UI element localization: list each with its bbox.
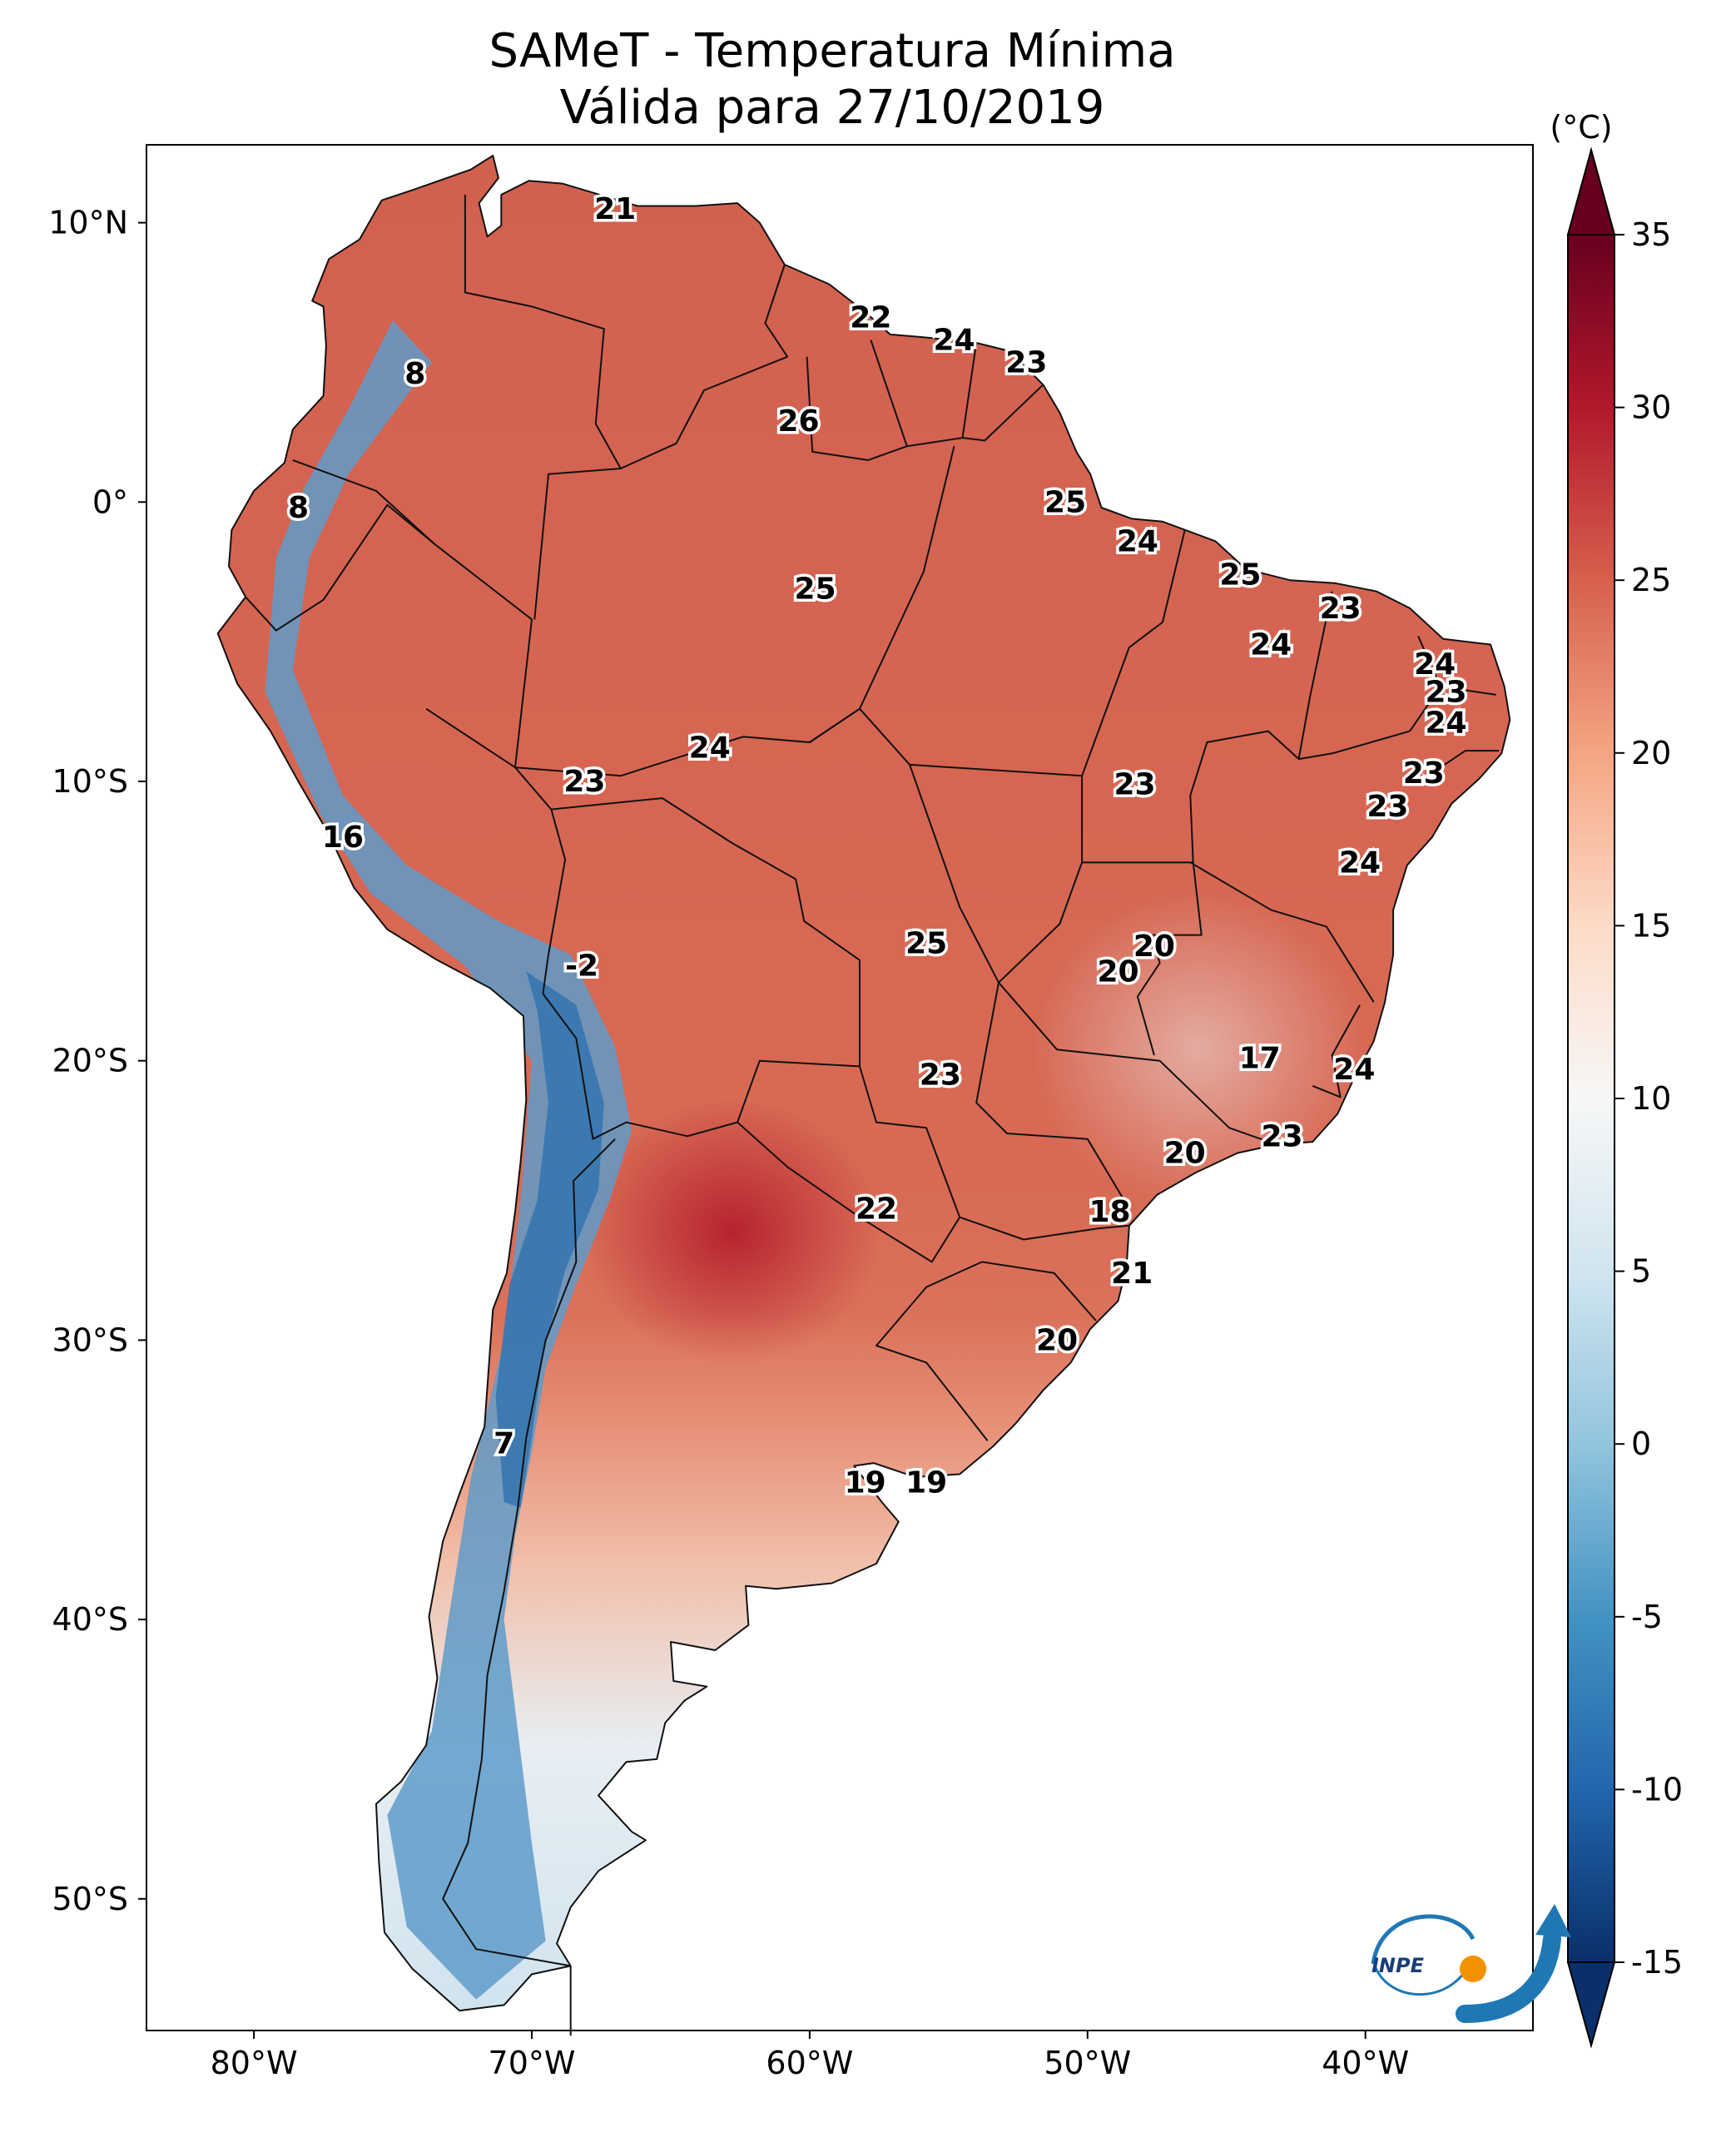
lat-label: 30°S — [52, 1321, 128, 1358]
lon-label: 50°W — [1044, 2045, 1131, 2081]
temperature-value-label: 26 — [777, 404, 819, 439]
temperature-value-label: 24 — [1250, 628, 1292, 662]
lat-label: 40°S — [52, 1601, 128, 1638]
colorbar: (°C) 35 30 25 20 15 10 5 0 -5 -10 -15 — [1550, 109, 1683, 2049]
lat-label: 50°S — [52, 1881, 128, 1917]
lat-label: 10°N — [48, 205, 128, 241]
border-line — [1189, 861, 1375, 1003]
lon-label: 70°W — [489, 2045, 576, 2081]
border-line — [870, 340, 908, 447]
inpe-logo-text: INPE — [1371, 1954, 1425, 1977]
title-line-2: Válida para 27/10/2019 — [560, 81, 1105, 135]
temperature-value-label: 23 — [563, 765, 605, 799]
colorbar-tick-label: 5 — [1631, 1253, 1651, 1290]
temperature-value-label: 18 — [1089, 1195, 1130, 1229]
temperature-value-label: 23 — [1403, 756, 1445, 791]
border-line — [875, 1261, 989, 1441]
title-line-1: SAMeT - Temperatura Mínima — [489, 24, 1175, 78]
inpe-logo-icon: INPE — [1371, 1904, 1571, 2023]
temperature-value-label: 19 — [845, 1466, 886, 1500]
temperature-value-label: 20 — [1133, 930, 1175, 964]
border-line — [737, 1121, 961, 1263]
temperature-value-label: 25 — [905, 927, 947, 961]
temperature-value-label: 23 — [920, 1058, 961, 1092]
lat-label: 0° — [92, 483, 128, 520]
colorbar-tick-label: 35 — [1631, 216, 1671, 253]
temperature-value-label: 24 — [1425, 707, 1466, 741]
axis-ticks: 10°N 0° 10°S 20°S 30°S 40°S 50°S 80°W 70°W 60°W 50… — [48, 205, 1409, 2081]
temperature-value-label: 22 — [856, 1193, 897, 1227]
temperature-value-label: 24 — [1333, 1053, 1375, 1087]
temperature-value-label: 23 — [1366, 790, 1408, 824]
temperature-value-label: 23 — [1114, 767, 1156, 801]
temperature-value-label: 21 — [1111, 1257, 1153, 1291]
lon-label: 80°W — [211, 2045, 298, 2081]
border-line — [909, 730, 1411, 984]
temperature-value-label: 25 — [1044, 485, 1086, 519]
temperature-value-label: 7 — [494, 1427, 514, 1461]
lat-label: 20°S — [52, 1043, 128, 1079]
temperature-value-label: 25 — [1219, 558, 1261, 593]
colorbar-tick-label: -15 — [1631, 1944, 1683, 1981]
border-line — [425, 445, 955, 777]
temperature-value-label: 22 — [850, 301, 891, 335]
temperature-value-label: 17 — [1239, 1041, 1281, 1075]
border-line — [245, 503, 435, 632]
lon-label: 40°W — [1322, 2045, 1409, 2081]
temperature-value-label: 8 — [288, 491, 309, 525]
colorbar-tick-label: 30 — [1631, 389, 1671, 426]
temperature-value-label: 23 — [1320, 592, 1362, 626]
colorbar-tick-label: 20 — [1631, 735, 1671, 771]
border-line — [959, 1216, 1129, 1241]
temperature-value-label: 24 — [1117, 524, 1158, 558]
border-line — [975, 982, 1130, 1210]
temperature-value-label: 21 — [594, 192, 636, 226]
state-borders — [245, 195, 1499, 2036]
colorbar-tick-label: -5 — [1631, 1599, 1663, 1635]
coastline — [216, 155, 1511, 2012]
colorbar-bottom-arrow — [1566, 1961, 1616, 2049]
temperature-value-label: 24 — [1414, 647, 1456, 682]
border-line — [981, 1261, 1097, 1321]
colorbar-unit: (°C) — [1550, 109, 1612, 146]
border-line — [1297, 591, 1333, 760]
temperature-value-label: 25 — [795, 572, 836, 606]
colorbar-tick-label: 25 — [1631, 562, 1671, 598]
temperature-value-label: 24 — [689, 731, 731, 766]
temperature-value-label: 19 — [905, 1466, 947, 1500]
temperature-value-label: 20 — [1036, 1323, 1078, 1357]
border-line — [551, 797, 861, 1067]
border-line — [1431, 750, 1499, 774]
temperature-value-label: 24 — [1339, 845, 1381, 880]
temperature-value-label: 23 — [1261, 1119, 1302, 1153]
temperature-value-label: 8 — [404, 357, 425, 391]
temperature-value-label: 23 — [1425, 676, 1466, 710]
temperature-value-label: 23 — [1005, 345, 1047, 379]
border-line — [961, 342, 978, 439]
temperature-value-label: 16 — [322, 821, 364, 855]
lon-label: 60°W — [766, 2045, 853, 2081]
temperature-value-label: -2 — [565, 950, 598, 984]
border-line — [533, 468, 621, 620]
temperature-value-label: 20 — [1164, 1136, 1206, 1170]
temperature-value-label: 20 — [1097, 955, 1138, 989]
colorbar-tick-label: -10 — [1631, 1771, 1683, 1807]
colorbar-top-arrow — [1566, 146, 1616, 236]
border-line — [1312, 1004, 1361, 1098]
border-line — [1440, 685, 1496, 696]
border-line — [998, 982, 1277, 1146]
border-line — [1136, 862, 1203, 1056]
colorbar-tick-label: 0 — [1631, 1426, 1651, 1462]
colorbar-tick-label: 10 — [1631, 1080, 1671, 1117]
temperature-value-label: 24 — [933, 324, 975, 358]
lat-label: 10°S — [52, 763, 128, 800]
colorbar-tick-label: 15 — [1631, 907, 1671, 944]
colorbar-bar — [1567, 234, 1615, 1963]
border-line — [442, 1138, 616, 1967]
